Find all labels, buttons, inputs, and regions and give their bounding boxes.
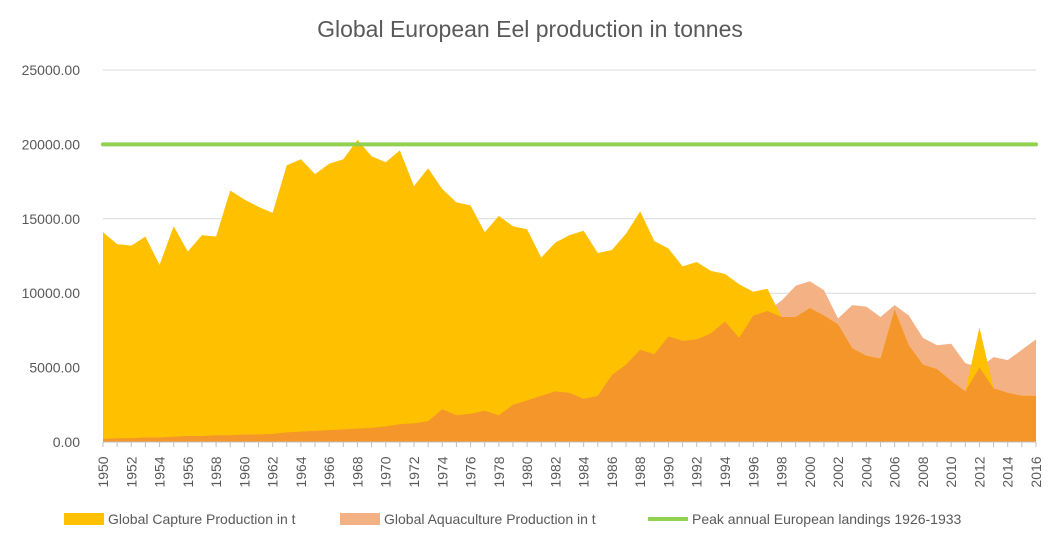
y-tick-label: 15000.00 — [22, 211, 81, 227]
x-tick-label: 2016 — [1028, 456, 1044, 487]
x-tick-label: 1978 — [491, 456, 507, 487]
x-tick-label: 2002 — [830, 456, 846, 487]
x-tick-label: 1952 — [123, 456, 139, 487]
x-tick-label: 2010 — [943, 456, 959, 487]
legend-label-capture: Global Capture Production in t — [108, 511, 296, 527]
x-tick-label: 1986 — [604, 456, 620, 487]
legend-swatch-capture — [64, 513, 104, 525]
y-axis-ticks: 0.00 5000.00 10000.00 15000.00 20000.00 25000… — [22, 62, 81, 450]
legend: Global Capture Production in t Global Aqu… — [64, 511, 962, 527]
x-tick-label: 1974 — [434, 456, 450, 487]
x-tick-label: 1958 — [208, 456, 224, 487]
x-tick-label: 2000 — [802, 456, 818, 487]
y-tick-label: 5000.00 — [29, 360, 80, 376]
x-tick-label: 1954 — [152, 456, 168, 487]
x-tick-label: 1966 — [321, 456, 337, 487]
chart-title: Global European Eel production in tonnes — [317, 16, 743, 42]
x-tick-label: 1990 — [660, 456, 676, 487]
x-tick-label: 2012 — [971, 456, 987, 487]
x-axis-ticks: 1950 1952 1954 1956 1958 1960 1962 1964 1966 1968… — [95, 456, 1044, 487]
y-tick-label: 10000.00 — [22, 285, 81, 301]
x-tick-label: 1950 — [95, 456, 111, 487]
x-tick-label: 1994 — [717, 456, 733, 487]
x-tick-label: 1956 — [180, 456, 196, 487]
x-tick-label: 2006 — [887, 456, 903, 487]
legend-swatch-aquaculture — [340, 513, 380, 525]
x-tick-label: 2004 — [858, 456, 874, 487]
x-tick-label: 1980 — [519, 456, 535, 487]
x-tick-label: 1976 — [463, 456, 479, 487]
y-tick-label: 25000.00 — [22, 62, 81, 78]
x-tick-label: 1970 — [378, 456, 394, 487]
plot-area — [101, 139, 1038, 442]
x-tick-label: 1960 — [236, 456, 252, 487]
legend-label-peak: Peak annual European landings 1926-1933 — [692, 511, 962, 527]
x-tick-label: 2008 — [915, 456, 931, 487]
x-tick-label: 1984 — [576, 456, 592, 487]
x-tick-label: 1992 — [689, 456, 705, 487]
x-tick-label: 1998 — [774, 456, 790, 487]
x-tick-label: 1968 — [349, 456, 365, 487]
y-tick-label: 0.00 — [53, 434, 80, 450]
x-tick-label: 1964 — [293, 456, 309, 487]
x-tick-label: 1962 — [265, 456, 281, 487]
x-tick-label: 1988 — [632, 456, 648, 487]
x-tick-label: 2014 — [1000, 456, 1016, 487]
y-tick-label: 20000.00 — [22, 136, 81, 152]
x-axis — [102, 441, 1037, 447]
x-tick-label: 1982 — [547, 456, 563, 487]
legend-label-aquaculture: Global Aquaculture Production in t — [384, 511, 596, 527]
overlap-area — [103, 308, 1036, 442]
x-tick-label: 1996 — [745, 456, 761, 487]
x-tick-label: 1972 — [406, 456, 422, 487]
